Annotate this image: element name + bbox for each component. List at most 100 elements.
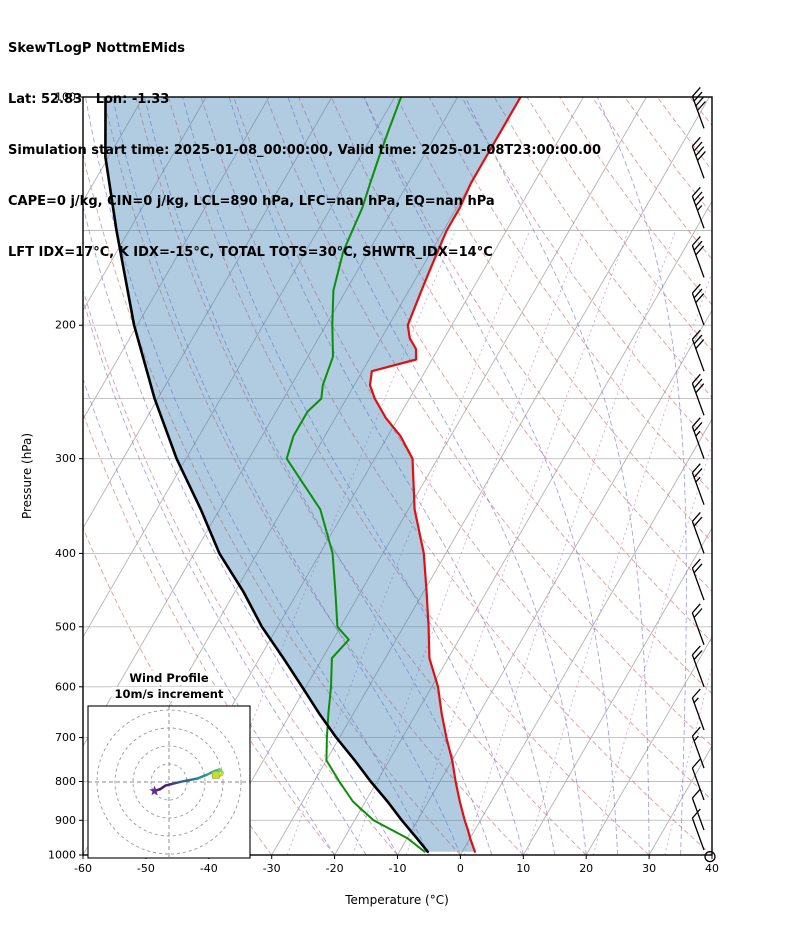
pressure-tick-label: 300 [55, 452, 76, 465]
dry-adiabat-line [656, 97, 712, 172]
wind-barb [691, 603, 705, 645]
wind-barb [691, 758, 705, 801]
hodograph-start-marker [149, 785, 160, 796]
dry-adiabat-line [461, 97, 712, 446]
temp-tick-label: -10 [389, 862, 407, 875]
temp-tick-label: 20 [579, 862, 593, 875]
moist-adiabat-line [83, 298, 367, 855]
stability-line-2: LFT IDX=17°C, K IDX=-15°C, TOTAL TOTS=30… [8, 245, 493, 260]
hodograph-inset [87, 705, 251, 859]
wind-barb [691, 463, 705, 505]
moist-adiabat-line [711, 847, 712, 855]
wind-barb [691, 688, 705, 731]
x-axis-label: Temperature (°C) [345, 893, 449, 907]
surface-station-circle [704, 850, 716, 863]
temp-tick-label: -40 [200, 862, 218, 875]
wind-barb [691, 236, 705, 278]
time-line: Simulation start time: 2025-01-08_00:00:… [8, 143, 601, 158]
hodograph-subtitle: 10m/s increment [111, 687, 227, 701]
location-line: Lat: 52.83 Lon: -1.33 [8, 92, 170, 107]
isotherm-line [271, 97, 710, 855]
moist-adiabat-line [775, 97, 794, 855]
dry-adiabat-line [330, 97, 712, 643]
moist-adiabat-line [84, 97, 430, 855]
hodograph-title: Wind Profile [126, 671, 212, 685]
moist-adiabat-line [112, 97, 461, 855]
dry-adiabat-line [265, 97, 712, 747]
wind-barb [691, 558, 705, 601]
isotherm-line [397, 309, 712, 855]
mixing-ratio-line [286, 230, 531, 855]
isotherm-line [460, 418, 712, 855]
wind-barb [691, 186, 705, 229]
isotherm-line [83, 97, 207, 312]
dry-adiabat-line [135, 97, 587, 855]
dewpoint-curve [285, 97, 426, 853]
hodograph-end-marker [212, 770, 220, 779]
temp-tick-label: -60 [74, 862, 92, 875]
hodograph-trace-segment [164, 782, 174, 787]
pressure-tick-label: 800 [55, 775, 76, 788]
hodograph-border [87, 705, 251, 859]
figure-title: SkewTLogP NottmEMids [8, 41, 186, 56]
pressure-tick-label: 600 [55, 680, 76, 693]
hodograph-trace-segment [178, 779, 191, 784]
pressure-tick-label: 700 [55, 731, 76, 744]
temp-tick-label: -20 [326, 862, 344, 875]
hodograph-trace-segment [171, 780, 182, 785]
pressure-tick-label: 500 [55, 620, 76, 633]
isotherm-line [522, 527, 712, 855]
dry-adiabat-line [689, 97, 712, 127]
pressure-tick-label: 900 [55, 814, 76, 827]
isotherm-line [334, 200, 712, 855]
isotherm-line [83, 97, 333, 530]
dry-adiabat-line [363, 97, 712, 592]
wind-barb [691, 788, 705, 831]
dry-adiabat-line [83, 151, 461, 855]
pressure-tick-label: 100 [55, 91, 76, 104]
wind-barb [691, 329, 705, 372]
pressure-tick-label: 1000 [48, 849, 76, 862]
isotherm-line [83, 97, 396, 638]
parcel-temperature-shading [105, 97, 521, 852]
pressure-tick-label: 400 [55, 547, 76, 560]
pressure-tick-label: 200 [55, 319, 76, 332]
hodograph-trace-segment [196, 773, 209, 780]
wind-barb [691, 86, 706, 129]
temp-tick-label: 30 [642, 862, 656, 875]
temp-tick-label: 0 [457, 862, 464, 875]
dry-adiabat-line [428, 97, 712, 494]
dry-adiabat-line [298, 97, 712, 695]
dry-adiabat-line [200, 97, 712, 855]
mixing-ratio-line [406, 230, 629, 855]
stability-line-1: CAPE=0 j/kg, CIN=0 j/kg, LCL=890 hPa, LF… [8, 194, 495, 209]
hodograph-trace-segment [187, 777, 200, 782]
isotherm-line [648, 745, 712, 855]
moist-adiabat-line [144, 97, 493, 855]
moist-adiabat-line [596, 97, 687, 855]
wind-barb [691, 283, 705, 326]
y-axis-label: Pressure (hPa) [20, 432, 34, 520]
moist-adiabat-line [83, 204, 398, 855]
mixing-ratio-line [664, 665, 712, 855]
mixing-ratio-line [593, 442, 712, 855]
isotherm-line [711, 854, 712, 855]
dry-adiabat-line [83, 411, 335, 855]
moist-adiabat-line [744, 97, 794, 855]
wind-barb [691, 136, 706, 179]
dry-adiabat-line [83, 289, 398, 855]
wind-barb [691, 511, 705, 554]
wind-barb [691, 645, 705, 688]
wind-barb [691, 726, 705, 769]
mixing-ratio-line [198, 230, 456, 855]
temp-tick-label: -50 [137, 862, 155, 875]
moist-adiabat-line [464, 97, 650, 855]
dry-adiabat-line [723, 97, 794, 855]
dry-adiabat-line [102, 97, 524, 855]
dry-adiabat-line [396, 97, 712, 543]
moist-adiabat-line [182, 97, 524, 855]
parcel-curve [104, 97, 429, 853]
header-block: SkewTLogP NottmEMids Lat: 52.83 Lon: -1.… [8, 6, 601, 295]
